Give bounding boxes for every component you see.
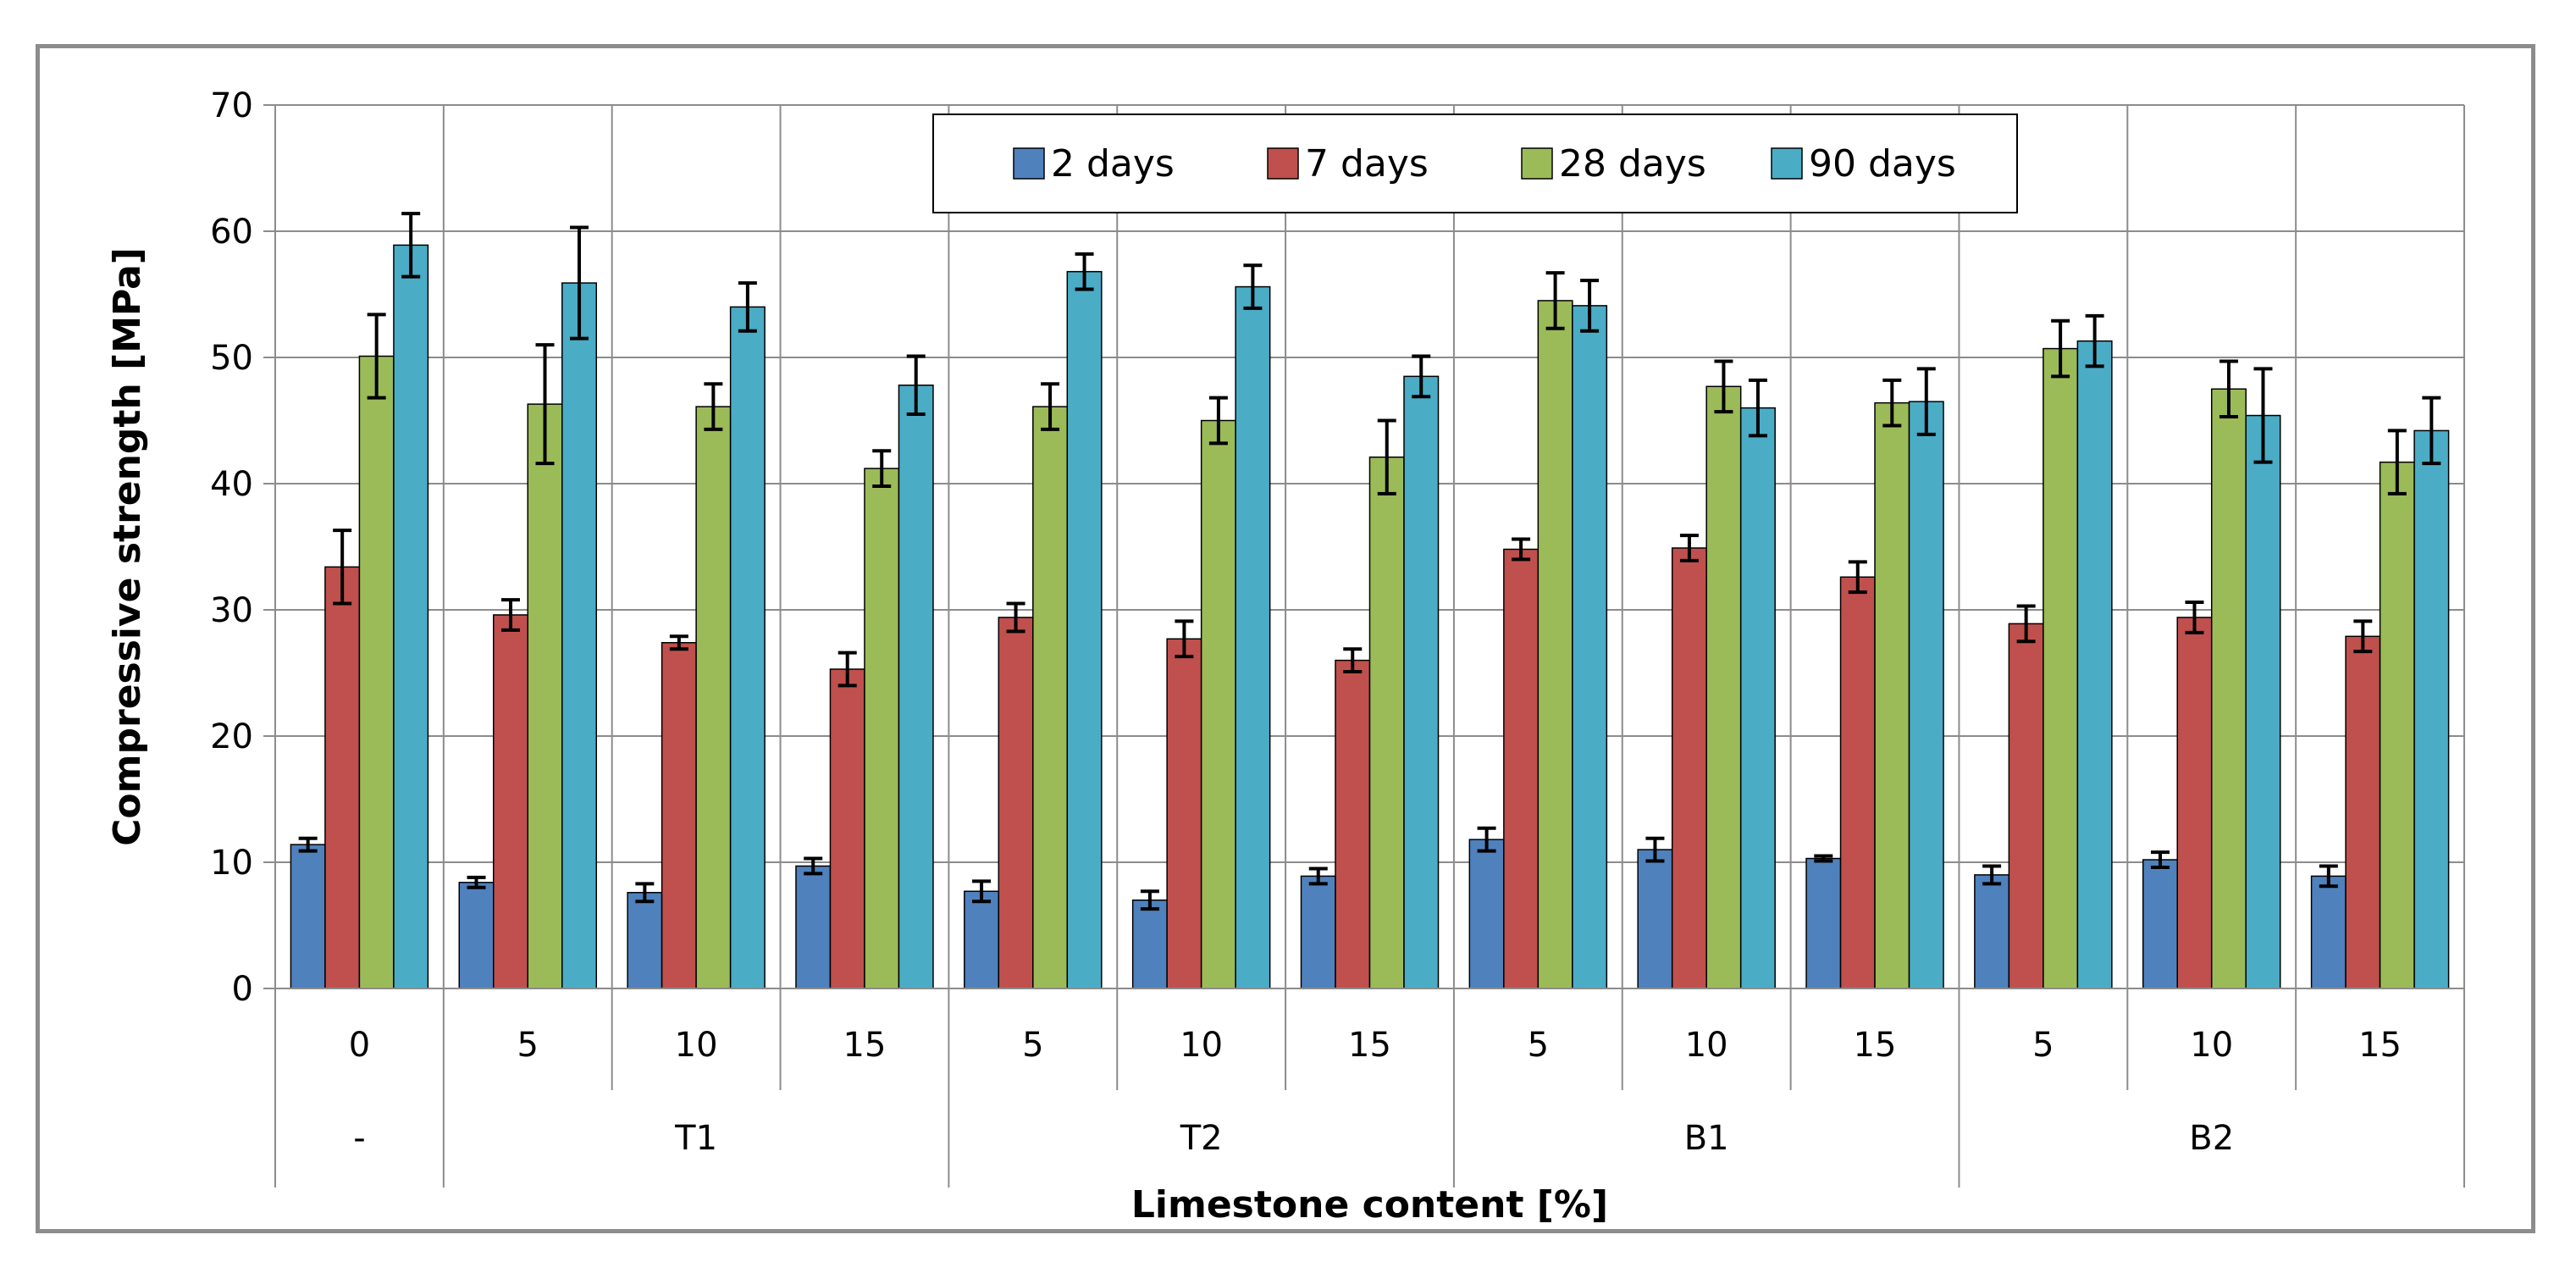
bar bbox=[1166, 638, 1202, 989]
y-tick-label: 70 bbox=[210, 86, 253, 125]
y-tick-labels: 0 10 20 30 40 50 60 70 bbox=[210, 86, 253, 1009]
bar bbox=[1032, 406, 1069, 989]
bar bbox=[795, 865, 832, 989]
x-tick-label: 15 bbox=[1348, 1026, 1391, 1065]
x-tick-label: 0 bbox=[349, 1026, 370, 1065]
bar bbox=[2043, 347, 2079, 989]
bar bbox=[2008, 623, 2044, 989]
bar bbox=[695, 406, 732, 989]
bar bbox=[898, 385, 934, 989]
bar bbox=[2245, 414, 2281, 989]
bar bbox=[1300, 875, 1336, 989]
bar bbox=[324, 566, 361, 989]
bar bbox=[1805, 857, 1842, 989]
bar bbox=[1908, 401, 1944, 989]
bar bbox=[527, 403, 563, 989]
legend-label: 90 days bbox=[1809, 142, 1956, 185]
legend: 2 days 7 days 28 days 90 days bbox=[932, 114, 2018, 213]
bar bbox=[1403, 375, 1440, 989]
y-tick-label: 0 bbox=[232, 970, 253, 1009]
bar bbox=[729, 306, 766, 989]
bar bbox=[2413, 429, 2450, 989]
bar bbox=[1739, 407, 1776, 989]
x-tick-label: 15 bbox=[2358, 1026, 2402, 1065]
legend-swatch bbox=[1771, 147, 1803, 180]
legend-label: 7 days bbox=[1305, 142, 1429, 185]
x-tick-label: 15 bbox=[1854, 1026, 1897, 1065]
bar bbox=[1368, 456, 1405, 989]
legend-box bbox=[932, 114, 2018, 213]
y-tick-label: 20 bbox=[210, 717, 253, 756]
bar bbox=[964, 890, 1000, 989]
bar bbox=[1874, 401, 1910, 989]
bar bbox=[393, 244, 429, 989]
bar bbox=[2345, 635, 2381, 989]
bar bbox=[2379, 461, 2415, 989]
bar bbox=[1200, 419, 1236, 989]
legend-swatch bbox=[1267, 147, 1299, 180]
bar bbox=[561, 282, 598, 989]
bar bbox=[864, 468, 900, 989]
bar bbox=[1066, 270, 1103, 989]
group-label: T1 bbox=[674, 1119, 717, 1158]
bar bbox=[1537, 300, 1573, 989]
x-tick-label: 15 bbox=[843, 1026, 887, 1065]
bar bbox=[829, 668, 865, 989]
bar bbox=[627, 892, 663, 989]
bar bbox=[1705, 385, 1742, 989]
bar-chart: 0 10 20 30 40 50 60 70 0 5 10 15 5 10 15 5 10 15 5 10 15 - T… bbox=[106, 86, 2465, 1226]
chart-frame: 0 10 20 30 40 50 60 70 0 5 10 15 5 10 15 5 10 15 5 10 15 - T… bbox=[36, 44, 2535, 1233]
bar bbox=[2210, 388, 2247, 989]
x-group-labels: - T1 T2 B1 B2 bbox=[353, 1119, 2234, 1158]
group-label: B1 bbox=[1684, 1119, 1729, 1158]
bar bbox=[1131, 899, 1168, 989]
bar bbox=[998, 617, 1034, 989]
axes bbox=[263, 104, 2465, 1188]
bar bbox=[2142, 859, 2178, 989]
legend-label: 2 days bbox=[1051, 142, 1175, 185]
bar bbox=[1468, 839, 1505, 989]
legend-swatch bbox=[1013, 147, 1045, 180]
x-tick-label: 5 bbox=[1022, 1026, 1043, 1065]
bar bbox=[2176, 617, 2213, 989]
x-tick-label: 10 bbox=[2190, 1026, 2233, 1065]
bar bbox=[1671, 547, 1707, 989]
legend-label: 28 days bbox=[1559, 142, 1706, 185]
bar bbox=[1637, 849, 1673, 989]
y-tick-label: 50 bbox=[210, 339, 253, 378]
y-tick-label: 30 bbox=[210, 591, 253, 630]
y-tick-label: 60 bbox=[210, 213, 253, 252]
bar bbox=[661, 641, 697, 989]
bar bbox=[1503, 548, 1540, 989]
x-tick-label: 10 bbox=[675, 1026, 718, 1065]
x-tick-labels: 0 5 10 15 5 10 15 5 10 15 5 10 15 bbox=[349, 1026, 2402, 1065]
x-tick-label: 10 bbox=[1180, 1026, 1223, 1065]
x-axis-title: Limestone content [%] bbox=[1131, 1183, 1608, 1226]
legend-swatch bbox=[1521, 147, 1553, 180]
bar bbox=[1839, 576, 1876, 989]
bar bbox=[358, 355, 395, 989]
group-label: - bbox=[353, 1119, 365, 1158]
group-label: T2 bbox=[1180, 1119, 1223, 1158]
y-axis-title: Compressive strength [MPa] bbox=[106, 247, 149, 846]
bar bbox=[1235, 285, 1271, 989]
bar bbox=[1974, 874, 2010, 989]
bar bbox=[1335, 659, 1371, 989]
bar bbox=[458, 882, 495, 989]
error-bars bbox=[298, 212, 2441, 911]
bar bbox=[2076, 340, 2113, 989]
x-tick-label: 5 bbox=[1528, 1026, 1549, 1065]
bar bbox=[1572, 305, 1608, 989]
x-tick-label: 5 bbox=[2032, 1026, 2054, 1065]
bar bbox=[493, 614, 529, 989]
bar bbox=[2310, 875, 2347, 989]
gridlines bbox=[275, 104, 2465, 988]
bar bbox=[290, 844, 326, 989]
y-tick-label: 10 bbox=[210, 844, 253, 883]
x-tick-label: 10 bbox=[1685, 1026, 1728, 1065]
group-label: B2 bbox=[2189, 1119, 2234, 1158]
y-tick-label: 40 bbox=[210, 465, 253, 504]
x-tick-label: 5 bbox=[517, 1026, 539, 1065]
